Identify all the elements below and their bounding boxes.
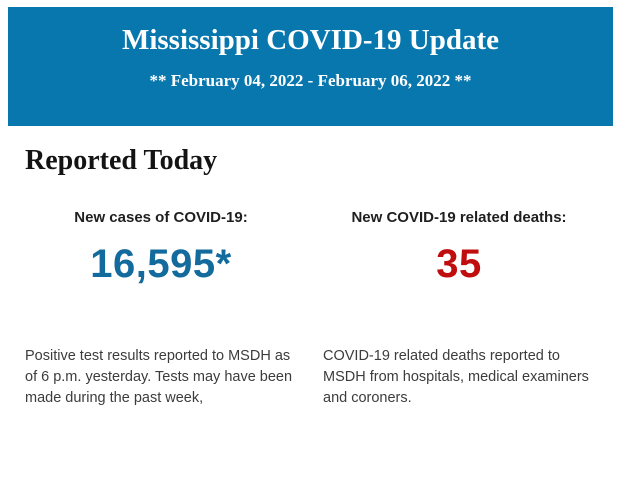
- section-heading: Reported Today: [25, 145, 218, 176]
- new-cases-label: New cases of COVID-19:: [74, 209, 248, 226]
- descriptions-row: Positive test results reported to MSDH a…: [25, 346, 595, 409]
- new-deaths-value: 35: [436, 242, 482, 286]
- new-cases-stat: New cases of COVID-19: 16,595*: [25, 209, 297, 284]
- new-deaths-label: New COVID-19 related deaths:: [351, 209, 567, 226]
- new-deaths-stat: New COVID-19 related deaths: 35: [323, 209, 595, 284]
- new-cases-value: 16,595*: [90, 242, 232, 286]
- stats-row: New cases of COVID-19: 16,595* New COVID…: [25, 209, 595, 284]
- header-banner: Mississippi COVID-19 Update ** February …: [8, 7, 613, 126]
- page-title: Mississippi COVID-19 Update: [121, 24, 500, 56]
- new-deaths-description: COVID-19 related deaths reported to MSDH…: [323, 348, 589, 406]
- report-body: Reported Today New cases of COVID-19: 16…: [0, 145, 620, 409]
- covid-update-page: Mississippi COVID-19 Update ** February …: [0, 7, 620, 483]
- new-cases-description: Positive test results reported to MSDH a…: [25, 348, 293, 406]
- date-range: ** February 04, 2022 - February 06, 2022…: [149, 71, 472, 90]
